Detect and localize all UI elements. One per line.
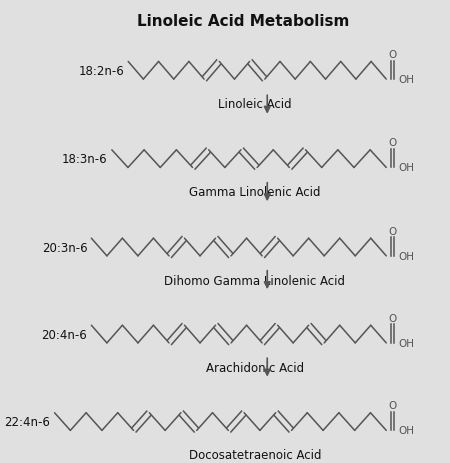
Text: O: O	[388, 226, 396, 236]
Text: O: O	[388, 50, 396, 60]
Text: 18:3n-6: 18:3n-6	[62, 153, 108, 166]
Text: Linoleic Acid: Linoleic Acid	[218, 98, 292, 111]
Text: OH: OH	[398, 163, 414, 173]
Text: Linoleic Acid Metabolism: Linoleic Acid Metabolism	[136, 14, 349, 29]
Text: O: O	[388, 313, 396, 323]
Text: 18:2n-6: 18:2n-6	[78, 65, 124, 78]
Text: OH: OH	[398, 338, 414, 348]
Text: OH: OH	[398, 425, 414, 436]
Text: OH: OH	[398, 75, 414, 85]
Text: 20:4n-6: 20:4n-6	[41, 328, 87, 341]
Text: OH: OH	[398, 251, 414, 261]
Text: Arachidonic Acid: Arachidonic Acid	[206, 361, 304, 374]
Text: 22:4n-6: 22:4n-6	[4, 415, 50, 428]
Text: O: O	[388, 400, 396, 410]
Text: Gamma Linolenic Acid: Gamma Linolenic Acid	[189, 186, 321, 199]
Text: O: O	[388, 138, 396, 148]
Text: Docosatetraenoic Acid: Docosatetraenoic Acid	[189, 448, 321, 461]
Text: 20:3n-6: 20:3n-6	[42, 241, 87, 254]
Text: Dihomo Gamma Linolenic Acid: Dihomo Gamma Linolenic Acid	[165, 274, 346, 287]
